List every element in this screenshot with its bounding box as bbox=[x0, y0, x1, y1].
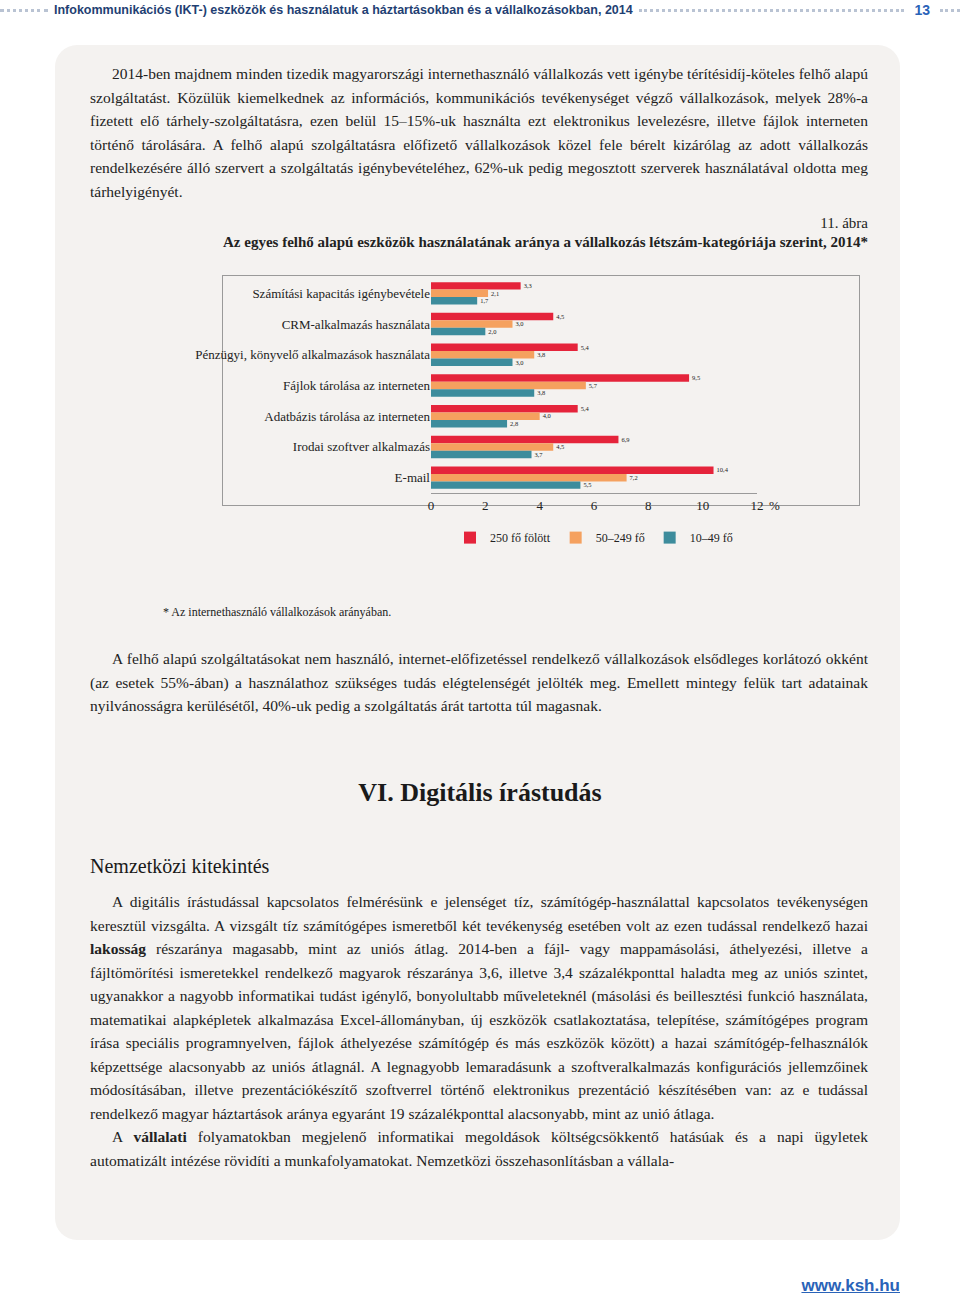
html-text:www.ksh.hu: www.ksh.hu bbox=[801, 1276, 900, 1295]
svg-text:12: 12 bbox=[751, 498, 764, 513]
html-text:Nemzetközi kitekintés: Nemzetközi kitekintés bbox=[90, 855, 270, 877]
html-text:A felhő alapú szolgáltatásokat: A felhő alapú szolgáltatásokat nem haszn… bbox=[90, 650, 868, 714]
html-text:lakosság részaránya magasabb,: lakosság részaránya magasabb, mint az un… bbox=[90, 940, 868, 1122]
svg-text:4,5: 4,5 bbox=[556, 443, 564, 450]
html-text:Az egyes felhő alapú eszközök: Az egyes felhő alapú eszközök használatá… bbox=[223, 234, 868, 250]
svg-text:6,9: 6,9 bbox=[621, 436, 629, 443]
svg-text:2,8: 2,8 bbox=[510, 420, 518, 427]
svg-text:3,0: 3,0 bbox=[516, 359, 524, 366]
svg-text:10: 10 bbox=[696, 498, 709, 513]
svg-text:7,2: 7,2 bbox=[630, 474, 638, 481]
svg-text:5,4: 5,4 bbox=[581, 344, 590, 351]
svg-text:8: 8 bbox=[645, 498, 652, 513]
svg-text:5,7: 5,7 bbox=[589, 382, 598, 389]
svg-text:2: 2 bbox=[482, 498, 489, 513]
svg-text:CRM-alkalmazás használata: CRM-alkalmazás használata bbox=[282, 317, 431, 332]
svg-text:3,8: 3,8 bbox=[537, 351, 545, 358]
html-text:Infokommunikációs (IKT-) eszkö: Infokommunikációs (IKT-) eszközök és has… bbox=[54, 3, 633, 17]
svg-text:2,1: 2,1 bbox=[491, 290, 499, 297]
svg-text:2,0: 2,0 bbox=[488, 328, 496, 335]
svg-text:250 fő fölött: 250 fő fölött bbox=[490, 531, 551, 545]
svg-text:10–49 fő: 10–49 fő bbox=[690, 531, 733, 545]
html-text:A vállalati folyamatokban megj: A vállalati folyamatokban megjelenő info… bbox=[90, 1128, 868, 1169]
svg-text:%: % bbox=[769, 498, 780, 513]
svg-text:4,0: 4,0 bbox=[543, 412, 551, 419]
html-text:A digitális írástudással kapcs: A digitális írástudással kapcsolatos fel… bbox=[90, 893, 868, 934]
svg-text:50–249 fő: 50–249 fő bbox=[596, 531, 645, 545]
svg-text:4: 4 bbox=[536, 498, 543, 513]
svg-text:Irodai szoftver alkalmazás: Irodai szoftver alkalmazás bbox=[293, 439, 430, 454]
svg-text:9,5: 9,5 bbox=[692, 374, 700, 381]
svg-text:4,5: 4,5 bbox=[556, 313, 564, 320]
svg-text:Adatbázis tárolása az internet: Adatbázis tárolása az interneten bbox=[264, 409, 430, 424]
svg-text:E-mail: E-mail bbox=[395, 470, 431, 485]
svg-text:Számítási kapacitás igénybevét: Számítási kapacitás igénybevétele bbox=[252, 286, 430, 301]
html-text:2014-ben majdnem minden tizedi: 2014-ben majdnem minden tizedik magyaror… bbox=[90, 65, 868, 200]
svg-text:1,7: 1,7 bbox=[480, 297, 489, 304]
svg-text:3,8: 3,8 bbox=[537, 389, 545, 396]
svg-text:5,5: 5,5 bbox=[583, 481, 591, 488]
html-text:11. ábra: 11. ábra bbox=[820, 215, 868, 231]
svg-text:3,0: 3,0 bbox=[516, 320, 524, 327]
svg-text:Pénzügyi, könyvelő alkalmazáso: Pénzügyi, könyvelő alkalmazások használa… bbox=[195, 347, 430, 362]
svg-text:10,4: 10,4 bbox=[717, 466, 729, 473]
html-text:VI. Digitális írástudás: VI. Digitális írástudás bbox=[358, 778, 602, 807]
svg-text:5,4: 5,4 bbox=[581, 405, 590, 412]
svg-text:Fájlok tárolása az interneten: Fájlok tárolása az interneten bbox=[283, 378, 430, 393]
svg-text:3,7: 3,7 bbox=[535, 451, 544, 458]
html-text:13: 13 bbox=[914, 2, 930, 18]
svg-text:0: 0 bbox=[428, 498, 435, 513]
svg-text:6: 6 bbox=[591, 498, 598, 513]
svg-text:3,3: 3,3 bbox=[524, 282, 532, 289]
html-text:* Az internethasználó vállalko: * Az internethasználó vállalkozások arán… bbox=[163, 605, 392, 619]
